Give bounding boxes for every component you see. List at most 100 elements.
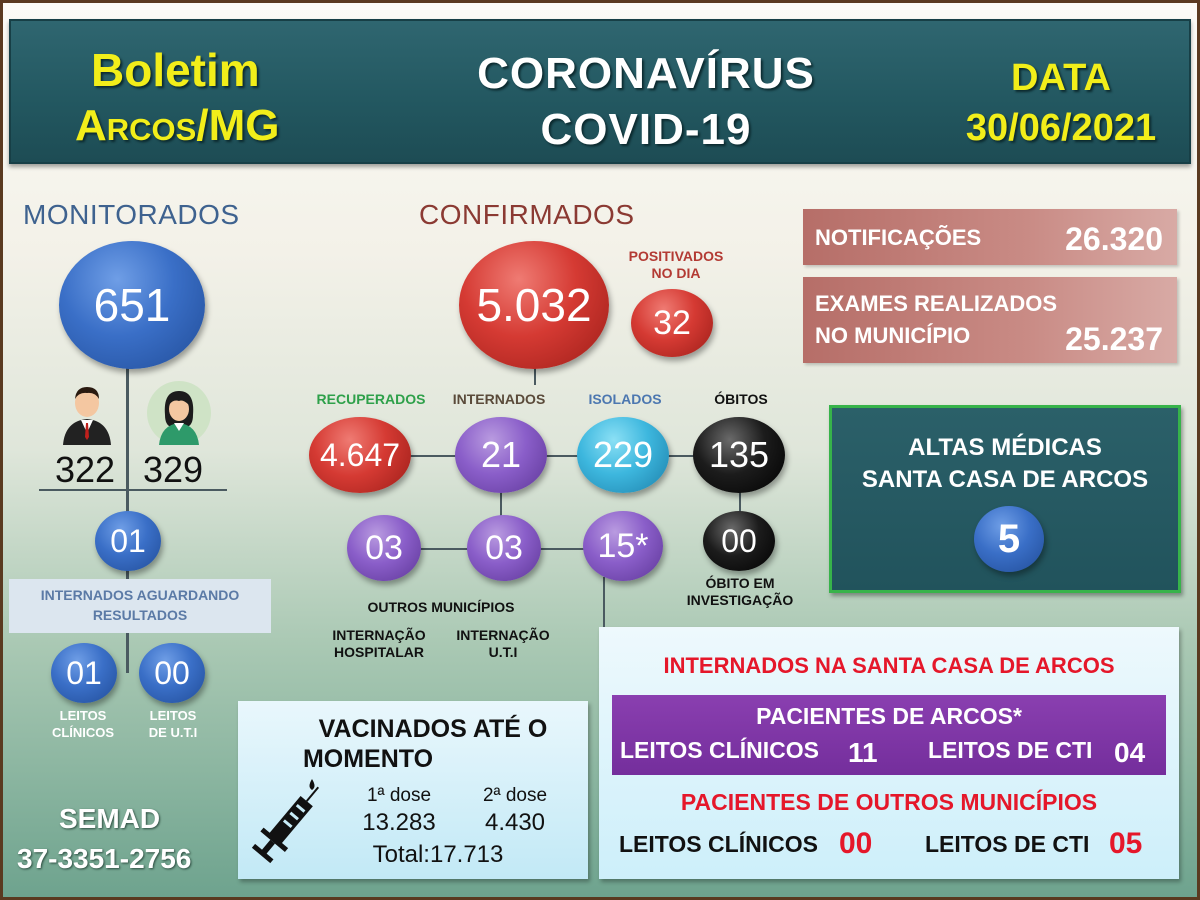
monitorados-total-bubble: 651 — [59, 241, 205, 369]
confirmados-title: CONFIRMADOS — [419, 199, 635, 230]
footer-phone: 37-3351-2756 — [17, 843, 192, 874]
altas-value: 5 — [997, 516, 1021, 561]
confirmados-connector — [534, 363, 536, 385]
monitorados-total: 651 — [93, 279, 171, 331]
bulletin-canvas: Boletim Arcos/MG CORONAVÍRUS COVID-19 DA… — [3, 3, 1197, 897]
internacao-hospitalar-bubble: 03 — [347, 515, 421, 581]
female-person-icon — [147, 381, 211, 445]
internacao-hospitalar-label-line1: INTERNAÇÃO — [332, 627, 426, 643]
altas-bubble: 5 — [974, 506, 1044, 572]
arcos-cti-value: 04 — [1114, 737, 1146, 768]
positivados-bubble: 32 — [631, 289, 713, 357]
header-boletim: Boletim — [91, 44, 260, 96]
positivados-label-line2: NO DIA — [651, 265, 701, 281]
header-banner: Boletim Arcos/MG CORONAVÍRUS COVID-19 DA… — [9, 19, 1191, 164]
internados-label: INTERNADOS — [452, 391, 546, 407]
obitos-label: ÓBITOS — [714, 391, 768, 407]
confirmados-total: 5.032 — [476, 279, 592, 331]
internados-connector — [500, 483, 502, 543]
row1-connector — [403, 455, 713, 457]
confirmados-total-bubble: 5.032 — [459, 241, 609, 369]
internacao-uti-label: INTERNAÇÃO U.T.I — [443, 627, 563, 661]
outros-clinicos-label: LEITOS CLÍNICOS — [619, 831, 818, 857]
pacientes-arcos-title: PACIENTES DE ARCOS* — [756, 703, 1022, 729]
obito-investigacao-label: ÓBITO EM INVESTIGAÇÃO — [667, 575, 813, 609]
internados-aguardando-value: 01 — [110, 522, 146, 559]
outros-clinicos-value: 00 — [839, 827, 873, 860]
internacao-uti-value: 03 — [485, 528, 523, 567]
dose2-label: 2ª dose — [482, 785, 548, 806]
obitos-connector — [739, 483, 741, 513]
obitos-bubble: 135 — [693, 417, 785, 493]
dose1-value: 13.283 — [362, 809, 436, 836]
leitos-uti-bubble: 00 — [139, 643, 205, 703]
leitos-clinicos-label: LEITOS CLÍNICOS — [33, 707, 133, 741]
leitos-uti-label-line2: DE U.T.I — [148, 725, 198, 740]
aguardando-label-line1: INTERNADOS AGUARDANDO — [40, 587, 240, 603]
male-person-icon — [59, 383, 115, 445]
leitos-uti-label-line1: LEITOS — [149, 708, 197, 723]
vacinados-title-line1: VACINADOS ATÉ O — [318, 715, 548, 743]
arcos-cti-label: LEITOS DE CTI — [928, 737, 1093, 763]
internacao-uti-bubble: 03 — [467, 515, 541, 581]
internacao-uti-label-line2: U.T.I — [488, 644, 518, 660]
monitorados-title: MONITORADOS — [23, 199, 240, 230]
header-city: Arcos/MG — [75, 101, 280, 150]
internacao-hospitalar-value: 03 — [365, 528, 403, 567]
obito-investigacao-label-line2: INVESTIGAÇÃO — [686, 592, 794, 608]
dose2-value: 4.430 — [484, 809, 546, 836]
notificacoes-label: NOTIFICAÇÕES — [815, 225, 982, 250]
altas-line1: ALTAS MÉDICAS — [908, 434, 1102, 461]
leitos-clinicos-value: 01 — [66, 654, 102, 691]
internados-value: 21 — [480, 434, 522, 475]
altas-medicas-box: ALTAS MÉDICAS SANTA CASA DE ARCOS 5 — [829, 405, 1181, 593]
leitos-clinicos-label-line2: CLÍNICOS — [51, 725, 115, 740]
leitos-uti-value: 00 — [154, 654, 190, 691]
internacao-hospitalar-label-line2: HOSPITALAR — [334, 644, 424, 660]
internacao-uti-label-line1: INTERNAÇÃO — [456, 627, 550, 643]
recuperados-value: 4.647 — [319, 436, 401, 473]
notificacoes-value: 26.320 — [1065, 221, 1163, 257]
leitos-clinicos-bubble: 01 — [51, 643, 117, 703]
internacao-hospitalar-label: INTERNAÇÃO HOSPITALAR — [319, 627, 439, 661]
header-covid: COVID-19 — [540, 105, 752, 154]
altas-line2: SANTA CASA DE ARCOS — [861, 466, 1149, 493]
santa-casa-bubble: 15* — [583, 511, 663, 581]
monitorados-male-count: 322 — [55, 449, 116, 490]
header-data-label: DATA — [1011, 57, 1111, 99]
header-date: 30/06/2021 — [965, 107, 1157, 149]
santa-casa-title: INTERNADOS NA SANTA CASA DE ARCOS — [663, 653, 1115, 678]
monitorados-female-count: 329 — [143, 449, 204, 490]
pacientes-outros-title: PACIENTES DE OUTROS MUNICÍPIOS — [680, 789, 1098, 815]
vacinados-title-line2: MOMENTO — [302, 745, 434, 773]
leitos-uti-label: LEITOS DE U.T.I — [123, 707, 223, 741]
obito-investigacao-value: 00 — [721, 522, 757, 559]
footer-semad: SEMAD — [59, 803, 161, 834]
aguardando-label-line2: RESULTADOS — [92, 607, 188, 623]
exames-label-line1: EXAMES REALIZADOS — [815, 291, 1058, 316]
recuperados-bubble: 4.647 — [309, 417, 411, 493]
positivados-value: 32 — [653, 303, 691, 342]
isolados-label: ISOLADOS — [588, 391, 662, 407]
positivados-label: POSITIVADOS NO DIA — [613, 248, 739, 282]
recuperados-label: RECUPERADOS — [316, 391, 426, 407]
pacientes-arcos-band: PACIENTES DE ARCOS* LEITOS CLÍNICOS 11 L… — [612, 695, 1166, 775]
dose1-label: 1ª dose — [366, 785, 432, 806]
positivados-label-line1: POSITIVADOS — [628, 248, 724, 264]
arcos-clinicos-value: 11 — [848, 737, 878, 768]
isolados-bubble: 229 — [577, 417, 669, 493]
syringe-icon — [250, 773, 330, 869]
header-coronavirus: CORONAVÍRUS — [477, 49, 815, 98]
internados-bubble: 21 — [455, 417, 547, 493]
exames-box: EXAMES REALIZADOS NO MUNICÍPIO 25.237 — [803, 277, 1177, 363]
monitorados-connector — [126, 333, 129, 673]
obito-investigacao-label-line1: ÓBITO EM — [705, 575, 775, 591]
aguardando-bubble: 01 — [95, 511, 161, 571]
arcos-clinicos-label: LEITOS CLÍNICOS — [620, 737, 819, 763]
exames-label-line2: NO MUNICÍPIO — [815, 323, 971, 348]
outros-cti-value: 05 — [1109, 827, 1143, 860]
monitorados-divider — [39, 489, 227, 491]
outros-cti-label: LEITOS DE CTI — [925, 831, 1090, 857]
outros-municipios-label: OUTROS MUNICÍPIOS — [367, 599, 515, 615]
obito-investigacao-bubble: 00 — [703, 511, 775, 571]
